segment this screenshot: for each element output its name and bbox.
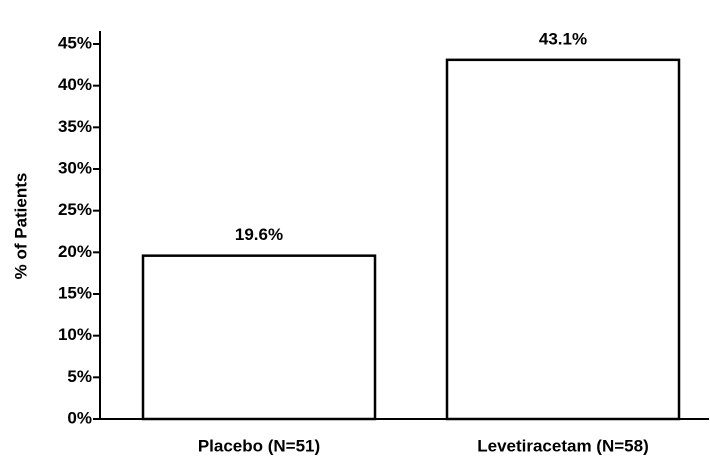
- bar: [141, 254, 377, 421]
- bar: [445, 58, 681, 421]
- y-tick-label: 10%: [58, 325, 92, 344]
- y-tick-label: 45%: [58, 33, 92, 52]
- y-tick-label: 15%: [58, 283, 92, 302]
- y-tick-label: 20%: [58, 242, 92, 261]
- value-label: 19.6%: [235, 225, 283, 244]
- x-tick-label: Levetiracetam (N=58): [477, 436, 649, 455]
- y-axis-label: % of Patients: [11, 173, 30, 280]
- y-tick-label: 30%: [58, 158, 92, 177]
- value-label: 43.1%: [539, 29, 587, 48]
- y-tick-label: 40%: [58, 75, 92, 94]
- y-tick-label: 0%: [67, 408, 92, 427]
- x-tick-label: Placebo (N=51): [198, 436, 320, 455]
- y-tick-label: 25%: [58, 200, 92, 219]
- y-tick-label: 5%: [67, 367, 92, 386]
- y-tick-label: 35%: [58, 117, 92, 136]
